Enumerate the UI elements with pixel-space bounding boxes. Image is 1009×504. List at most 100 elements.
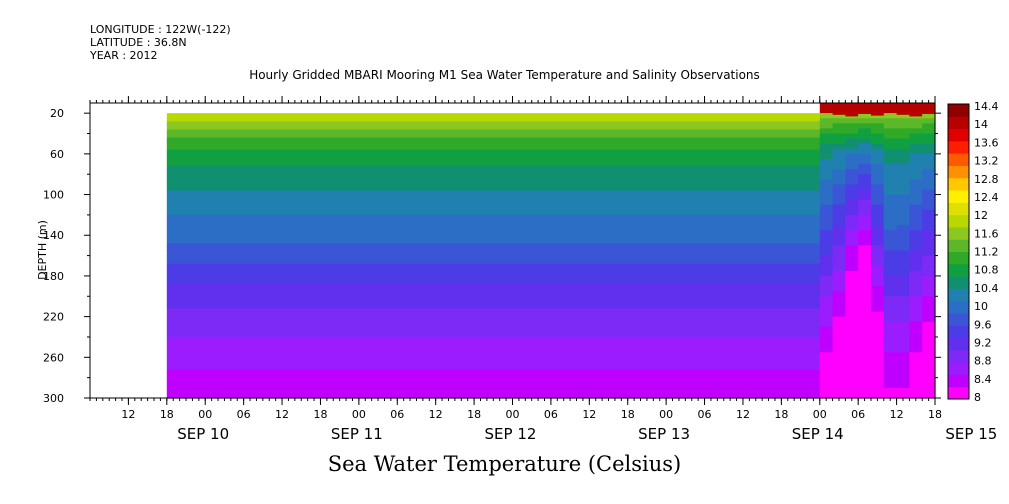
- heatmap-cell: [909, 199, 923, 206]
- heatmap-cell: [832, 179, 846, 185]
- y-tick-label: 60: [50, 148, 64, 161]
- heatmap-cell: [883, 342, 898, 348]
- heatmap-cell: [883, 321, 898, 328]
- heatmap-cell: [909, 326, 923, 333]
- heatmap-cell: [832, 245, 846, 252]
- heatmap-cell: [922, 184, 936, 191]
- heatmap-cell: [166, 206, 821, 212]
- heatmap-cell: [870, 225, 885, 231]
- heatmap-cell: [819, 214, 834, 221]
- heatmap-cell: [883, 113, 898, 119]
- heatmap-cell: [845, 118, 859, 124]
- heatmap-cell: [870, 148, 885, 155]
- heatmap-cell: [870, 311, 885, 318]
- heatmap-cell: [896, 255, 910, 262]
- heatmap-cell: [922, 372, 936, 379]
- heatmap-cell: [166, 113, 821, 118]
- heatmap-cell: [858, 164, 872, 170]
- heatmap-cell: [909, 372, 923, 379]
- heatmap-cell: [819, 382, 834, 389]
- heatmap-cell: [819, 219, 834, 226]
- heatmap-cell: [922, 296, 936, 302]
- heatmap-cell: [909, 235, 923, 241]
- heatmap-cell: [166, 149, 821, 155]
- heatmap-cell: [909, 281, 923, 287]
- heatmap-cell: [922, 204, 936, 211]
- heatmap-cell: [896, 194, 910, 201]
- heatmap-cell: [858, 153, 872, 160]
- heatmap-cell: [909, 138, 923, 145]
- heatmap-cell: [166, 235, 821, 240]
- heatmap-cell: [883, 311, 898, 318]
- heatmap-cell: [832, 230, 846, 236]
- x-tick-label: 00: [813, 408, 827, 421]
- heatmap-cell: [858, 357, 872, 363]
- heatmap-cell: [870, 199, 885, 206]
- heatmap-cell: [896, 235, 910, 241]
- heatmap-cell: [819, 321, 834, 328]
- heatmap-cell: [922, 103, 936, 114]
- x-tick-label: 18: [621, 408, 635, 421]
- heatmap-cell: [819, 250, 834, 257]
- heatmap-cell: [832, 270, 846, 277]
- heatmap-cell: [832, 209, 846, 216]
- heatmap-cell: [845, 367, 859, 374]
- heatmap-cell: [832, 311, 846, 318]
- heatmap-cell: [896, 265, 910, 272]
- heatmap-cell: [896, 240, 910, 247]
- heatmap-cell: [870, 372, 885, 379]
- heatmap-cell: [832, 352, 846, 358]
- heatmap-cell: [832, 347, 846, 353]
- y-tick-label: 180: [43, 270, 64, 283]
- heatmap-cell: [858, 250, 872, 257]
- heatmap-cell: [883, 199, 898, 206]
- heatmap-cell: [909, 387, 923, 394]
- x-date-label: SEP 14: [792, 425, 844, 443]
- heatmap-cell: [896, 169, 910, 175]
- colorbar-swatch: [948, 374, 969, 388]
- heatmap-cell: [166, 198, 821, 204]
- heatmap-cell: [870, 164, 885, 170]
- heatmap-cell: [896, 342, 910, 348]
- heatmap-cell: [166, 377, 821, 383]
- heatmap-cell: [166, 121, 821, 126]
- heatmap-cell: [858, 270, 872, 277]
- heatmap-cell: [909, 265, 923, 272]
- latitude-label: LATITUDE : 36.8N: [90, 36, 187, 49]
- colorbar-label: 9.2: [974, 336, 992, 349]
- heatmap-cell: [896, 133, 910, 140]
- heatmap-cell: [819, 113, 834, 119]
- heatmap-cell: [922, 357, 936, 363]
- colorbar-swatch: [948, 337, 969, 351]
- heatmap-cell: [166, 292, 821, 297]
- heatmap-cell: [819, 123, 834, 130]
- heatmap-cell: [909, 179, 923, 185]
- x-tick-label: 18: [928, 408, 942, 421]
- heatmap-cell: [166, 284, 821, 289]
- heatmap-cell: [883, 301, 898, 308]
- heatmap-cell: [896, 270, 910, 277]
- heatmap-cell: [832, 260, 846, 267]
- heatmap-cell: [909, 352, 923, 358]
- heatmap-cell: [819, 240, 834, 247]
- heatmap-cell: [832, 164, 846, 170]
- heatmap-cell: [832, 331, 846, 338]
- heatmap-cell: [896, 103, 910, 115]
- heatmap-cell: [832, 301, 846, 308]
- heatmap-cell: [845, 209, 859, 216]
- heatmap-cell: [845, 194, 859, 201]
- heatmap-cell: [870, 184, 885, 191]
- chart-title: Hourly Gridded MBARI Mooring M1 Sea Wate…: [249, 68, 760, 82]
- heatmap-cell: [870, 281, 885, 287]
- heatmap-cell: [832, 118, 846, 124]
- colorbar-swatch: [948, 312, 969, 326]
- colorbar-swatch: [948, 349, 969, 363]
- heatmap-cell: [922, 347, 936, 353]
- heatmap-cell: [166, 202, 821, 208]
- heatmap-cell: [819, 184, 834, 191]
- heatmap-cell: [166, 190, 821, 196]
- heatmap-cell: [922, 250, 936, 257]
- heatmap-cell: [845, 291, 859, 297]
- heatmap-cell: [883, 158, 898, 165]
- heatmap-cell: [166, 137, 821, 143]
